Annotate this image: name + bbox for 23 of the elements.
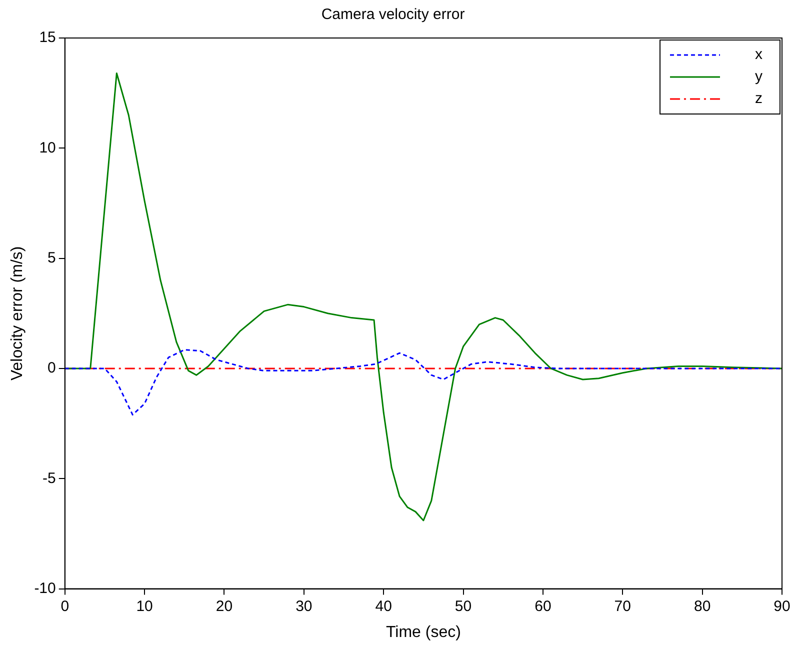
legend-label: z (755, 90, 762, 108)
x-tick-label: 40 (375, 598, 392, 615)
line-series (64, 349, 782, 416)
y-tick-label: 10 (39, 139, 56, 156)
x-tick-label: 70 (614, 598, 631, 615)
x-axis-title: Time (sec) (386, 624, 461, 641)
x-tick-label: 80 (694, 598, 711, 615)
y-tick-label: -10 (34, 580, 56, 597)
x-tick-label: 0 (60, 598, 70, 615)
y-tick-label: 5 (48, 249, 56, 266)
x-tick-label: 90 (774, 598, 790, 615)
y-axis-title: Velocity error (m/s) (9, 246, 26, 381)
x-tick-label: 60 (534, 598, 552, 615)
chart-title: Camera velocity error (321, 6, 465, 24)
y-tick-label: 0 (48, 360, 56, 377)
y-tick-label: -5 (42, 470, 56, 487)
x-tick-label: 50 (454, 598, 472, 615)
y-tick-label: 15 (39, 29, 56, 46)
legend-label: x (755, 46, 763, 64)
legend-label: y (755, 68, 763, 86)
x-tick-label: 30 (296, 598, 312, 615)
x-tick-label: 10 (136, 598, 153, 615)
x-tick-label: 20 (216, 598, 233, 615)
